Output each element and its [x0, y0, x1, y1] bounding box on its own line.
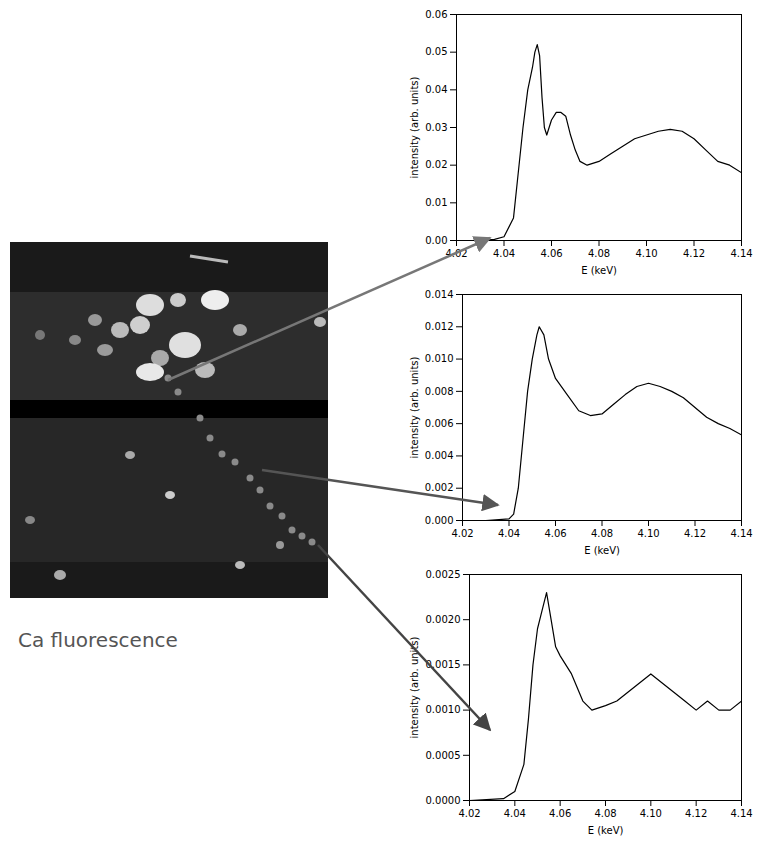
svg-text:E (keV): E (keV) [581, 265, 617, 276]
svg-text:0.012: 0.012 [425, 321, 454, 332]
svg-text:4.04: 4.04 [504, 808, 526, 819]
svg-text:0.06: 0.06 [425, 9, 447, 20]
svg-text:4.04: 4.04 [493, 248, 515, 259]
svg-text:intensity (arb. units): intensity (arb. units) [409, 636, 420, 738]
svg-text:0.0020: 0.0020 [426, 614, 461, 625]
svg-text:intensity (arb. units): intensity (arb. units) [409, 356, 420, 458]
svg-text:4.14: 4.14 [730, 248, 752, 259]
svg-text:E (keV): E (keV) [584, 545, 620, 556]
svg-text:4.12: 4.12 [683, 248, 705, 259]
svg-text:0.03: 0.03 [425, 122, 447, 133]
svg-text:4.10: 4.10 [635, 248, 657, 259]
svg-text:0.00: 0.00 [425, 235, 447, 246]
svg-text:4.10: 4.10 [640, 808, 662, 819]
svg-text:0.0025: 0.0025 [426, 569, 461, 580]
svg-text:4.08: 4.08 [591, 528, 613, 539]
svg-text:0.004: 0.004 [425, 450, 454, 461]
svg-text:0.0015: 0.0015 [426, 659, 461, 670]
svg-text:4.04: 4.04 [498, 528, 520, 539]
svg-text:4.06: 4.06 [549, 808, 571, 819]
svg-text:0.02: 0.02 [425, 159, 447, 170]
svg-text:4.02: 4.02 [458, 808, 480, 819]
svg-text:0.014: 0.014 [425, 289, 454, 300]
svg-text:0.04: 0.04 [425, 84, 447, 95]
svg-text:4.14: 4.14 [730, 528, 752, 539]
svg-text:4.06: 4.06 [540, 248, 562, 259]
svg-text:0.000: 0.000 [425, 515, 454, 526]
svg-text:E (keV): E (keV) [588, 825, 624, 836]
svg-text:intensity (arb. units): intensity (arb. units) [409, 76, 420, 178]
svg-text:0.0005: 0.0005 [426, 750, 461, 761]
svg-text:4.02: 4.02 [445, 248, 467, 259]
svg-text:0.05: 0.05 [425, 46, 447, 57]
svg-text:0.002: 0.002 [425, 482, 454, 493]
svg-text:4.14: 4.14 [730, 808, 752, 819]
svg-text:4.12: 4.12 [685, 808, 707, 819]
svg-text:0.008: 0.008 [425, 386, 454, 397]
svg-text:4.08: 4.08 [594, 808, 616, 819]
svg-text:4.02: 4.02 [451, 528, 473, 539]
svg-text:0.010: 0.010 [425, 353, 454, 364]
svg-text:4.12: 4.12 [684, 528, 706, 539]
svg-text:4.06: 4.06 [544, 528, 566, 539]
svg-text:4.08: 4.08 [588, 248, 610, 259]
svg-text:0.0010: 0.0010 [426, 704, 461, 715]
svg-text:4.10: 4.10 [637, 528, 659, 539]
svg-text:0.0000: 0.0000 [426, 795, 461, 806]
html-text:Ca fluorescence: Ca fluorescence [18, 628, 178, 652]
svg-text:0.006: 0.006 [425, 418, 454, 429]
svg-text:0.01: 0.01 [425, 197, 447, 208]
